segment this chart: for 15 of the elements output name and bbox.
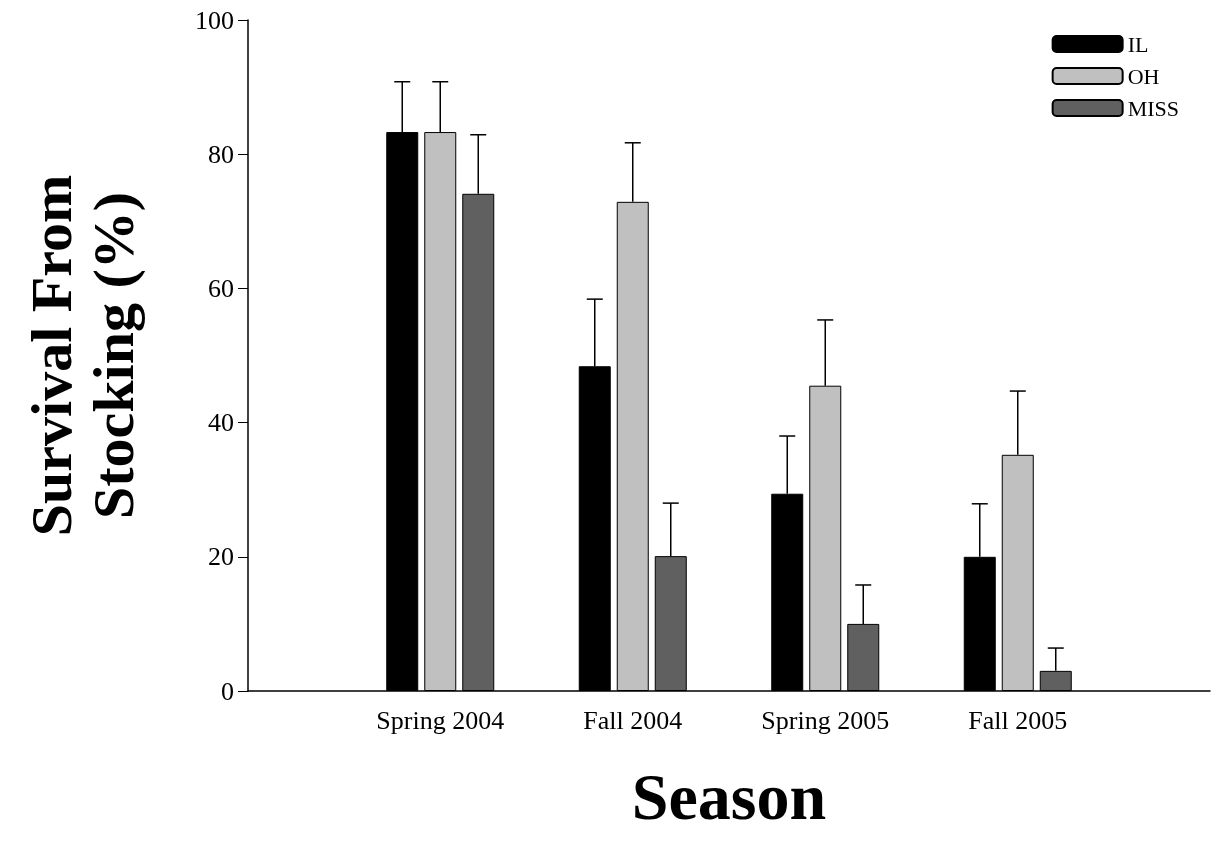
x-tick-label: Spring 2005: [761, 705, 890, 735]
y-axis-title: Survival From Stocking (%): [18, 174, 146, 537]
y-tick-label: 80: [208, 139, 234, 169]
legend-label: IL: [1127, 31, 1149, 57]
x-tick-label: Fall 2005: [968, 705, 1068, 735]
legend-label: OH: [1127, 63, 1160, 89]
y-tick-label: 100: [195, 5, 234, 35]
y-tick-label: 40: [208, 408, 234, 438]
y-tick-label: 60: [208, 273, 234, 303]
x-axis-title: Season: [631, 759, 827, 833]
y-tick-label: 0: [221, 676, 234, 706]
x-tick-label: Fall 2004: [583, 705, 683, 735]
legend-label: MISS: [1127, 95, 1179, 121]
y-tick-label: 20: [208, 542, 234, 572]
x-tick-label: Spring 2004: [376, 705, 505, 735]
